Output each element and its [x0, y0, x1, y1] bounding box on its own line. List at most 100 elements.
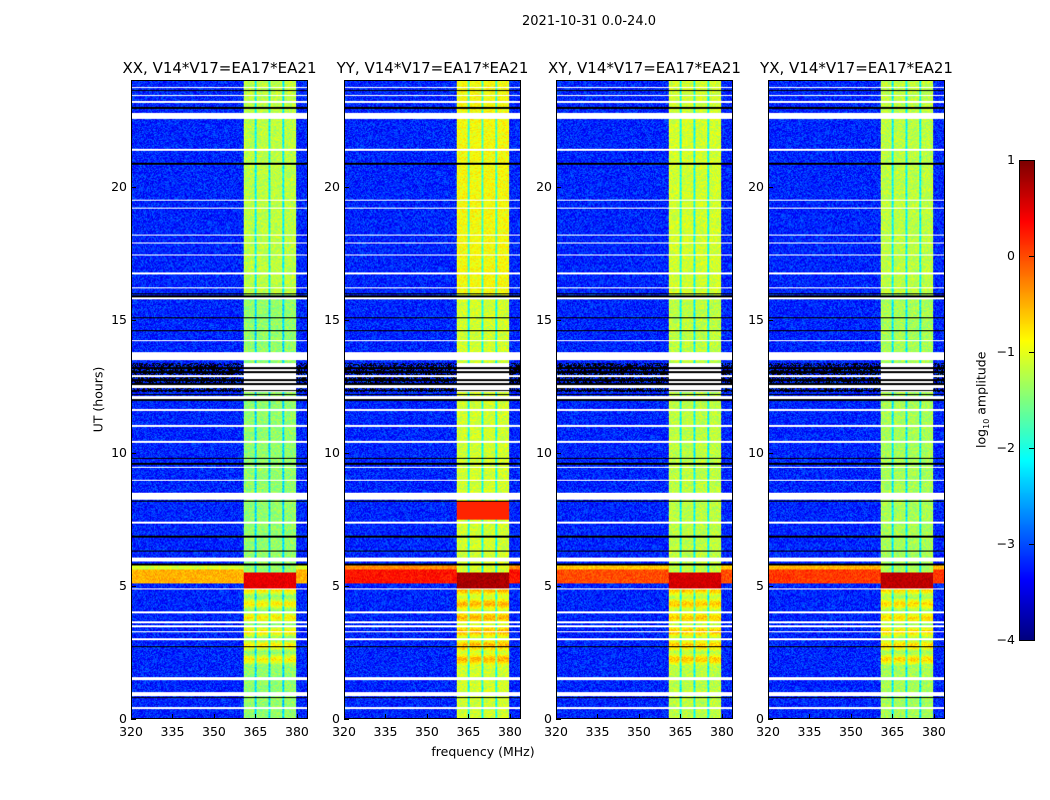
x-tick-mark [509, 714, 511, 719]
waterfall-panel [344, 80, 521, 719]
colorbar-tick-label: −4 [996, 632, 1015, 647]
waterfall-panel [768, 80, 945, 719]
y-tick-mark [131, 319, 136, 321]
x-tick-mark [556, 714, 557, 719]
y-tick-mark [344, 452, 349, 454]
x-tick-label: 350 [839, 724, 863, 739]
y-tick-label: 20 [111, 178, 127, 194]
y-tick-label: 15 [748, 311, 764, 327]
x-tick-label: 380 [922, 724, 946, 739]
x-tick-label: 365 [880, 724, 905, 739]
y-tick-mark [131, 452, 136, 454]
x-tick-label: 320 [756, 724, 780, 739]
y-tick-mark [768, 319, 773, 321]
panel-title: XX, V14*V17=EA17*EA21 [122, 59, 317, 77]
y-tick-label: 0 [544, 711, 552, 726]
y-tick-label: 10 [536, 444, 552, 460]
x-tick-mark [638, 714, 640, 719]
colorbar-tick-mark [1029, 544, 1034, 545]
x-tick-label: 350 [202, 724, 226, 739]
colorbar-label-log: log [973, 428, 989, 448]
y-tick-label: 10 [324, 444, 340, 460]
x-tick-mark [597, 714, 599, 719]
y-tick-mark [131, 585, 136, 587]
y-tick-mark [556, 719, 561, 720]
y-tick-label: 20 [748, 178, 764, 194]
colorbar-tick-mark [1029, 640, 1034, 641]
colorbar-tick-label: −2 [996, 440, 1015, 455]
y-tick-label: 0 [119, 711, 127, 726]
heatmap-image [132, 81, 307, 718]
y-tick-label: 15 [111, 311, 127, 327]
x-tick-mark [172, 714, 174, 719]
x-tick-label: 320 [332, 724, 356, 739]
colorbar-tick-mark [1029, 160, 1034, 161]
x-tick-mark [131, 714, 132, 719]
colorbar-tick-label: −3 [996, 536, 1015, 551]
y-tick-mark [131, 186, 136, 188]
x-tick-mark [809, 714, 811, 719]
x-tick-mark [213, 714, 215, 719]
y-tick-mark [768, 719, 773, 720]
x-tick-mark [255, 714, 257, 719]
figure-title: 2021-10-31 0.0-24.0 [522, 14, 656, 29]
heatmap-image [345, 81, 520, 718]
y-tick-label: 15 [536, 311, 552, 327]
x-tick-mark [933, 714, 935, 719]
x-tick-label: 320 [544, 724, 568, 739]
colorbar-label-base: 10 [981, 418, 991, 429]
waterfall-panel [556, 80, 733, 719]
x-tick-mark [680, 714, 682, 719]
x-axis-label: frequency (MHz) [431, 744, 535, 759]
x-tick-label: 380 [498, 724, 522, 739]
y-tick-label: 5 [119, 577, 127, 593]
y-axis-label: UT (hours) [90, 366, 106, 433]
x-tick-label: 365 [668, 724, 693, 739]
x-tick-label: 335 [585, 724, 610, 739]
panel-title: YY, V14*V17=EA17*EA21 [336, 59, 529, 77]
y-tick-label: 5 [332, 577, 340, 593]
y-tick-mark [768, 186, 773, 188]
y-tick-label: 20 [324, 178, 340, 194]
x-tick-label: 335 [160, 724, 185, 739]
x-tick-label: 380 [710, 724, 734, 739]
colorbar-label: log10 amplitude [973, 335, 991, 465]
x-tick-label: 335 [797, 724, 822, 739]
colorbar-label-text: amplitude [973, 351, 989, 419]
colorbar-tick-label: 1 [1007, 152, 1015, 167]
colorbar-tick-mark [1029, 448, 1034, 449]
y-tick-mark [344, 186, 349, 188]
y-tick-label: 5 [544, 577, 552, 593]
x-tick-label: 365 [243, 724, 268, 739]
x-tick-label: 350 [627, 724, 651, 739]
x-tick-mark [892, 714, 894, 719]
x-tick-label: 350 [415, 724, 439, 739]
colorbar-tick-label: 0 [1007, 248, 1015, 263]
x-tick-mark [768, 714, 769, 719]
y-tick-mark [768, 585, 773, 587]
y-tick-label: 10 [748, 444, 764, 460]
colorbar-tick-label: −1 [996, 344, 1015, 359]
x-tick-label: 335 [373, 724, 398, 739]
x-tick-label: 365 [456, 724, 481, 739]
x-tick-mark [344, 714, 345, 719]
x-tick-mark [426, 714, 428, 719]
colorbar-tick-mark [1029, 256, 1034, 257]
y-tick-mark [344, 319, 349, 321]
x-tick-mark [296, 714, 298, 719]
y-tick-label: 20 [536, 178, 552, 194]
y-tick-label: 0 [756, 711, 764, 726]
y-tick-mark [556, 186, 561, 188]
colorbar-tick-mark [1029, 352, 1034, 353]
heatmap-image [557, 81, 732, 718]
x-tick-mark [721, 714, 723, 719]
y-tick-mark [768, 452, 773, 454]
x-tick-mark [468, 714, 470, 719]
y-tick-label: 10 [111, 444, 127, 460]
heatmap-image [769, 81, 944, 718]
x-tick-mark [385, 714, 387, 719]
colorbar [1019, 160, 1035, 641]
x-tick-mark [850, 714, 852, 719]
x-tick-label: 380 [285, 724, 309, 739]
y-tick-label: 0 [332, 711, 340, 726]
